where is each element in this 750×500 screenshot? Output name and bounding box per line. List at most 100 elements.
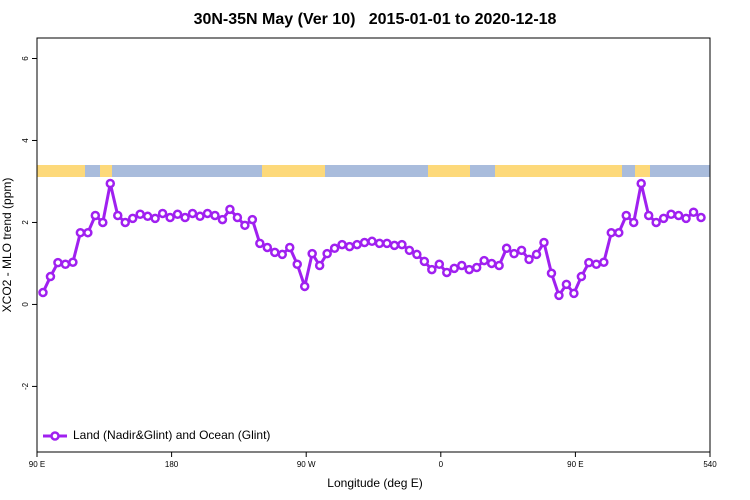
data-point — [434, 259, 445, 270]
data-point — [628, 217, 639, 228]
data-point — [255, 238, 265, 249]
data-point — [314, 260, 325, 271]
y-tick-label: 4 — [21, 138, 30, 143]
data-point — [307, 248, 317, 259]
data-point — [240, 220, 250, 231]
land-band — [428, 165, 470, 177]
data-point — [337, 239, 347, 250]
data-point — [210, 210, 220, 221]
data-point — [464, 264, 474, 275]
data-point — [270, 247, 280, 258]
y-tick-label: 0 — [21, 302, 30, 307]
data-point — [299, 281, 310, 292]
data-point — [262, 242, 273, 253]
legend-label: Land (Nadir&Glint) and Ocean (Glint) — [73, 428, 270, 442]
data-point — [135, 209, 145, 220]
data-point — [546, 268, 557, 279]
data-point — [486, 258, 497, 269]
data-point — [180, 212, 190, 223]
data-point — [456, 260, 467, 271]
x-axis-label: Longitude (deg E) — [327, 476, 422, 490]
data-point — [359, 237, 370, 248]
land-band — [495, 165, 622, 177]
chart-title: 30N-35N May (Ver 10) 2015-01-01 to 2020-… — [194, 11, 557, 28]
data-point — [202, 208, 213, 219]
plot-frame — [36, 37, 711, 453]
data-point — [45, 271, 56, 282]
data-point — [614, 227, 624, 238]
data-point — [442, 267, 452, 278]
data-point — [479, 255, 489, 266]
data-point — [374, 238, 385, 249]
data-point — [419, 256, 430, 267]
data-point — [157, 208, 168, 219]
data-point — [561, 279, 572, 290]
data-point — [232, 212, 243, 223]
land-ocean-band — [37, 165, 710, 177]
data-point — [98, 217, 108, 228]
data-point — [120, 217, 130, 228]
data-point — [569, 288, 579, 299]
data-point — [554, 290, 564, 301]
data-point — [576, 271, 587, 282]
data-point — [449, 263, 460, 274]
data-point — [621, 210, 631, 221]
data-point — [90, 210, 101, 221]
data-point — [142, 211, 153, 222]
data-point — [60, 259, 71, 270]
data-point — [673, 210, 684, 221]
data-point — [658, 213, 669, 224]
data-point — [53, 257, 63, 268]
data-point — [195, 211, 205, 222]
data-point — [471, 262, 482, 273]
data-point — [75, 227, 86, 238]
data-point — [606, 227, 617, 238]
data-point — [397, 239, 407, 250]
data-point — [367, 236, 377, 247]
data-point — [127, 213, 138, 224]
x-tick-label: 540 — [703, 460, 717, 469]
x-tick-label: 90 E — [29, 460, 45, 469]
land-band — [635, 165, 650, 177]
data-point — [38, 287, 48, 298]
data-point — [599, 257, 609, 267]
legend-marker — [50, 431, 60, 441]
x-tick-label: 90 E — [567, 460, 583, 469]
data-point — [666, 209, 676, 220]
data-point — [284, 242, 295, 253]
y-tick-label: -2 — [21, 382, 30, 390]
land-band — [262, 165, 325, 177]
data-point — [531, 249, 542, 260]
data-point — [584, 257, 594, 268]
data-point — [187, 208, 198, 219]
y-axis-label: XCO2 - MLO trend (ppm) — [0, 178, 14, 313]
land-band — [100, 165, 112, 177]
data-point — [643, 210, 654, 221]
data-point — [329, 243, 340, 254]
data-point — [696, 212, 706, 223]
y-tick-label: 2 — [21, 220, 30, 225]
data-point — [382, 238, 392, 249]
x-tick-label: 180 — [165, 460, 179, 469]
data-point — [591, 259, 602, 270]
data-point — [113, 210, 123, 221]
data-point — [636, 178, 646, 189]
data-point — [494, 260, 504, 271]
data-point — [516, 245, 527, 256]
data-point — [524, 254, 534, 265]
data-point — [83, 227, 93, 238]
x-tick-label: 90 W — [297, 460, 316, 469]
data-point — [150, 213, 160, 224]
data-point — [172, 209, 183, 220]
data-point — [651, 217, 661, 228]
land-band — [37, 165, 85, 177]
data-point — [247, 214, 258, 225]
data-point — [539, 237, 549, 248]
data-point — [404, 245, 415, 256]
data-point — [509, 248, 519, 259]
data-point — [277, 249, 288, 260]
data-point — [217, 214, 228, 225]
x-tick-label: 0 — [439, 460, 444, 469]
data-point — [68, 257, 78, 267]
